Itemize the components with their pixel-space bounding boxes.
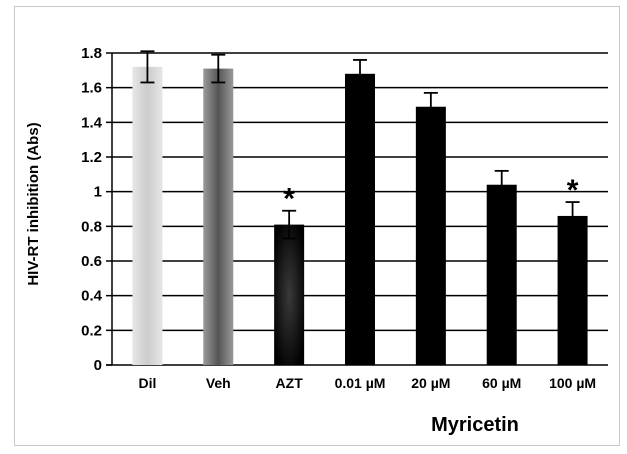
significance-star: *: [567, 174, 579, 207]
y-axis-ticks: 0 0.2 0.4 0.6 0.8 1 1.2 1.4 1.6 1.8: [81, 45, 112, 374]
bar: [557, 215, 588, 365]
error-bars: [140, 50, 580, 240]
category-labels: Dil Veh AZT 0.01 µM 20 µM 60 µM 100 µM: [138, 375, 596, 391]
y-tick-label: 0.8: [81, 218, 102, 235]
significance-markers: * *: [283, 174, 578, 216]
bar: [415, 106, 446, 365]
bars: [132, 66, 588, 366]
y-tick-label: 0: [94, 357, 102, 374]
bar: [132, 66, 163, 365]
category-label: AZT: [276, 375, 304, 391]
y-tick-label: 1.6: [81, 80, 102, 97]
significance-star: *: [283, 183, 295, 216]
y-axis-label: HIV-RT inhibition (Abs): [25, 122, 42, 285]
bar: [486, 184, 517, 365]
bar: [274, 224, 305, 365]
y-tick-label: 0.2: [81, 322, 102, 339]
category-label: 60 µM: [482, 375, 521, 391]
bar: [203, 68, 234, 365]
bar: [345, 73, 375, 366]
category-label: Dil: [138, 375, 156, 391]
y-tick-label: 0.6: [81, 253, 102, 270]
y-tick-label: 0.4: [81, 288, 103, 305]
category-label: 0.01 µM: [335, 375, 386, 391]
group-label: Myricetin: [431, 414, 519, 436]
y-tick-label: 1: [94, 184, 102, 201]
category-label: 100 µM: [549, 375, 596, 391]
y-tick-label: 1.8: [81, 45, 102, 62]
category-label: Veh: [206, 375, 231, 391]
category-label: 20 µM: [411, 375, 450, 391]
y-tick-label: 1.2: [81, 149, 102, 166]
y-tick-label: 1.4: [81, 114, 103, 131]
